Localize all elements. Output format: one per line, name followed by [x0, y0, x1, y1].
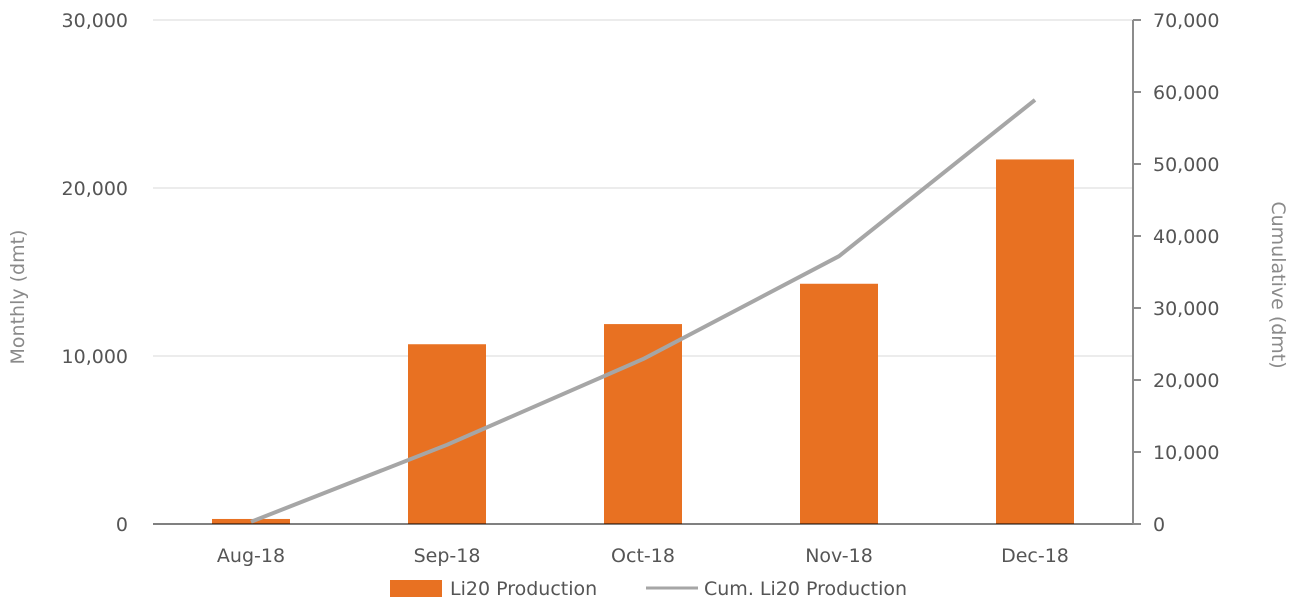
x-tick-label: Aug-18: [217, 545, 285, 567]
bar: [604, 324, 682, 524]
bar: [800, 283, 878, 524]
tick-labels: 0 10,000 20,000 30,000 0 10,000 20,000 30,000 40…: [62, 10, 1220, 567]
bar-series: [212, 159, 1074, 524]
legend: Li20 Production Cum. Li20 Production: [390, 578, 907, 600]
legend-label-line: Cum. Li20 Production: [704, 578, 907, 600]
y2-tick-label: 10,000: [1153, 442, 1219, 464]
x-tick-label: Oct-18: [611, 545, 675, 567]
y2-tick-label: 20,000: [1153, 370, 1219, 392]
x-tick-label: Dec-18: [1001, 545, 1069, 567]
y2-tick-label: 70,000: [1153, 10, 1219, 32]
y2-tick-label: 30,000: [1153, 298, 1219, 320]
y-axis-title: Monthly (dmt): [7, 230, 29, 365]
y2-tick-label: 0: [1153, 514, 1165, 536]
y-tick-label: 10,000: [62, 346, 128, 368]
y2-tick-label: 50,000: [1153, 154, 1219, 176]
x-tick-label: Sep-18: [414, 545, 481, 567]
y-tick-label: 0: [116, 514, 128, 536]
bar: [996, 159, 1074, 524]
legend-label-bar: Li20 Production: [450, 578, 597, 600]
y2-tick-label: 40,000: [1153, 226, 1219, 248]
axes: [153, 19, 1141, 525]
grid-lines: [153, 19, 1133, 357]
y2-tick-label: 60,000: [1153, 82, 1219, 104]
cumulative-line: [250, 98, 1037, 524]
y-tick-label: 20,000: [62, 178, 128, 200]
line-series: [250, 98, 1037, 524]
legend-swatch-bar: [390, 580, 442, 597]
y-tick-label: 30,000: [62, 10, 128, 32]
y2-axis-title: Cumulative (dmt): [1267, 201, 1289, 368]
x-tick-label: Nov-18: [805, 545, 873, 567]
